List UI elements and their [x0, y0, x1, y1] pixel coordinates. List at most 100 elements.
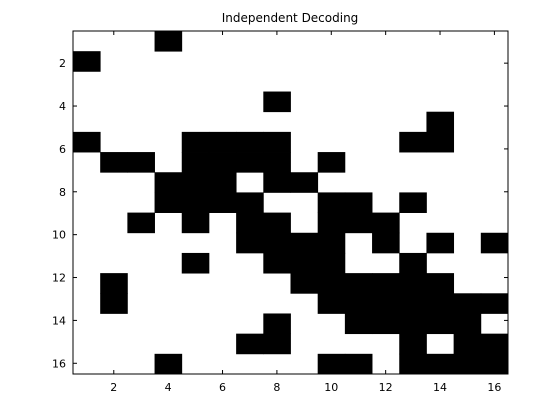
- plot-frame: [72, 30, 509, 375]
- heatmap-cell: [426, 313, 455, 335]
- heatmap-cell: [100, 273, 128, 294]
- heatmap-cell: [263, 131, 291, 153]
- heatmap-cell: [73, 131, 101, 153]
- heatmap-cell: [317, 252, 346, 274]
- heatmap-cell: [399, 353, 427, 375]
- heatmap-cell: [208, 192, 237, 213]
- heatmap-cell: [181, 192, 210, 213]
- heatmap-cell: [263, 232, 291, 254]
- heatmap-cell: [73, 51, 101, 72]
- heatmap-cell: [426, 131, 455, 153]
- heatmap-cell: [426, 232, 455, 254]
- y-tick-label: 10: [52, 229, 66, 242]
- heatmap-cell: [317, 273, 346, 294]
- heatmap-cell: [372, 273, 400, 294]
- heatmap-cell: [317, 232, 346, 254]
- chart-title: Independent Decoding: [222, 11, 359, 25]
- heatmap-cell: [453, 313, 482, 335]
- heatmap-cell: [344, 293, 373, 314]
- heatmap-cell: [154, 31, 183, 52]
- heatmap-cell: [453, 353, 482, 375]
- heatmap-cell: [317, 152, 346, 173]
- heatmap-cell: [344, 353, 373, 375]
- heatmap-cell: [426, 273, 455, 294]
- heatmap-cell: [263, 313, 291, 335]
- heatmap-cell: [399, 313, 427, 335]
- heatmap-cell: [181, 172, 210, 193]
- heatmap-cell: [317, 192, 346, 213]
- y-tick-label: 14: [52, 314, 66, 327]
- heatmap-cell: [181, 131, 210, 153]
- heatmap-cell: [480, 333, 509, 355]
- x-tick-label: 4: [165, 381, 172, 394]
- heatmap-cell: [399, 293, 427, 314]
- heatmap-cell: [263, 152, 291, 173]
- heatmap-cell: [100, 152, 128, 173]
- heatmap-cell: [127, 212, 155, 234]
- heatmap-cell: [317, 293, 346, 314]
- heatmap-cell: [453, 293, 482, 314]
- y-tick-label: 4: [59, 100, 66, 113]
- y-tick-label: 6: [59, 143, 66, 156]
- heatmap-cell: [154, 353, 183, 375]
- heatmap-cell: [372, 212, 400, 234]
- heatmap-cell: [426, 111, 455, 133]
- heatmap-cell: [399, 252, 427, 274]
- heatmap-cell: [399, 273, 427, 294]
- axis-ticks: 2 4 6 8 10 12 14 16 2 4 6 8 10 12 14 16: [52, 31, 508, 394]
- heatmap-cell: [399, 131, 427, 153]
- heatmap-cell: [399, 192, 427, 213]
- heatmap-cell: [317, 212, 346, 234]
- heatmap-cell: [263, 91, 291, 113]
- heatmap-cells: [73, 31, 509, 375]
- heatmap-cell: [263, 252, 291, 274]
- heatmap-cell: [290, 273, 319, 294]
- heatmap-cell: [344, 273, 373, 294]
- x-tick-label: 12: [379, 381, 393, 394]
- heatmap-cell: [263, 212, 291, 234]
- heatmap-cell: [181, 212, 210, 234]
- heatmap-cell: [372, 313, 400, 335]
- heatmap-cell: [236, 333, 264, 355]
- heatmap-cell: [208, 172, 237, 193]
- heatmap-cell: [399, 333, 427, 355]
- heatmap-cell: [208, 131, 237, 153]
- heatmap-cell: [236, 192, 264, 213]
- x-tick-label: 10: [324, 381, 338, 394]
- x-tick-label: 6: [219, 381, 226, 394]
- y-tick-label: 8: [59, 186, 66, 199]
- heatmap-cell: [453, 333, 482, 355]
- y-tick-label: 16: [52, 357, 66, 370]
- heatmap-cell: [344, 212, 373, 234]
- heatmap-cell: [372, 293, 400, 314]
- heatmap-cell: [480, 353, 509, 375]
- heatmap-cell: [426, 293, 455, 314]
- heatmap-cell: [208, 152, 237, 173]
- heatmap-cell: [480, 293, 509, 314]
- y-tick-label: 12: [52, 272, 66, 285]
- heatmap-cell: [372, 232, 400, 254]
- heatmap-cell: [236, 212, 264, 234]
- heatmap-cell: [100, 293, 128, 314]
- heatmap-cell: [426, 353, 455, 375]
- heatmap-cell: [236, 152, 264, 173]
- heatmap-cell: [290, 252, 319, 274]
- y-tick-label: 2: [59, 57, 66, 70]
- heatmap-cell: [480, 232, 509, 254]
- heatmap-cell: [290, 232, 319, 254]
- heatmap-cell: [236, 232, 264, 254]
- heatmap-cell: [181, 252, 210, 274]
- heatmap-cell: [263, 333, 291, 355]
- heatmap-cell: [127, 152, 155, 173]
- x-tick-label: 8: [273, 381, 280, 394]
- x-tick-label: 2: [110, 381, 117, 394]
- heatmap-cell: [154, 192, 183, 213]
- heatmap-cell: [344, 313, 373, 335]
- heatmap-cell: [181, 152, 210, 173]
- heatmap-cell: [290, 172, 319, 193]
- x-tick-label: 16: [487, 381, 501, 394]
- heatmap-cell: [154, 172, 183, 193]
- heatmap-cell: [317, 353, 346, 375]
- heatmap-cell: [344, 192, 373, 213]
